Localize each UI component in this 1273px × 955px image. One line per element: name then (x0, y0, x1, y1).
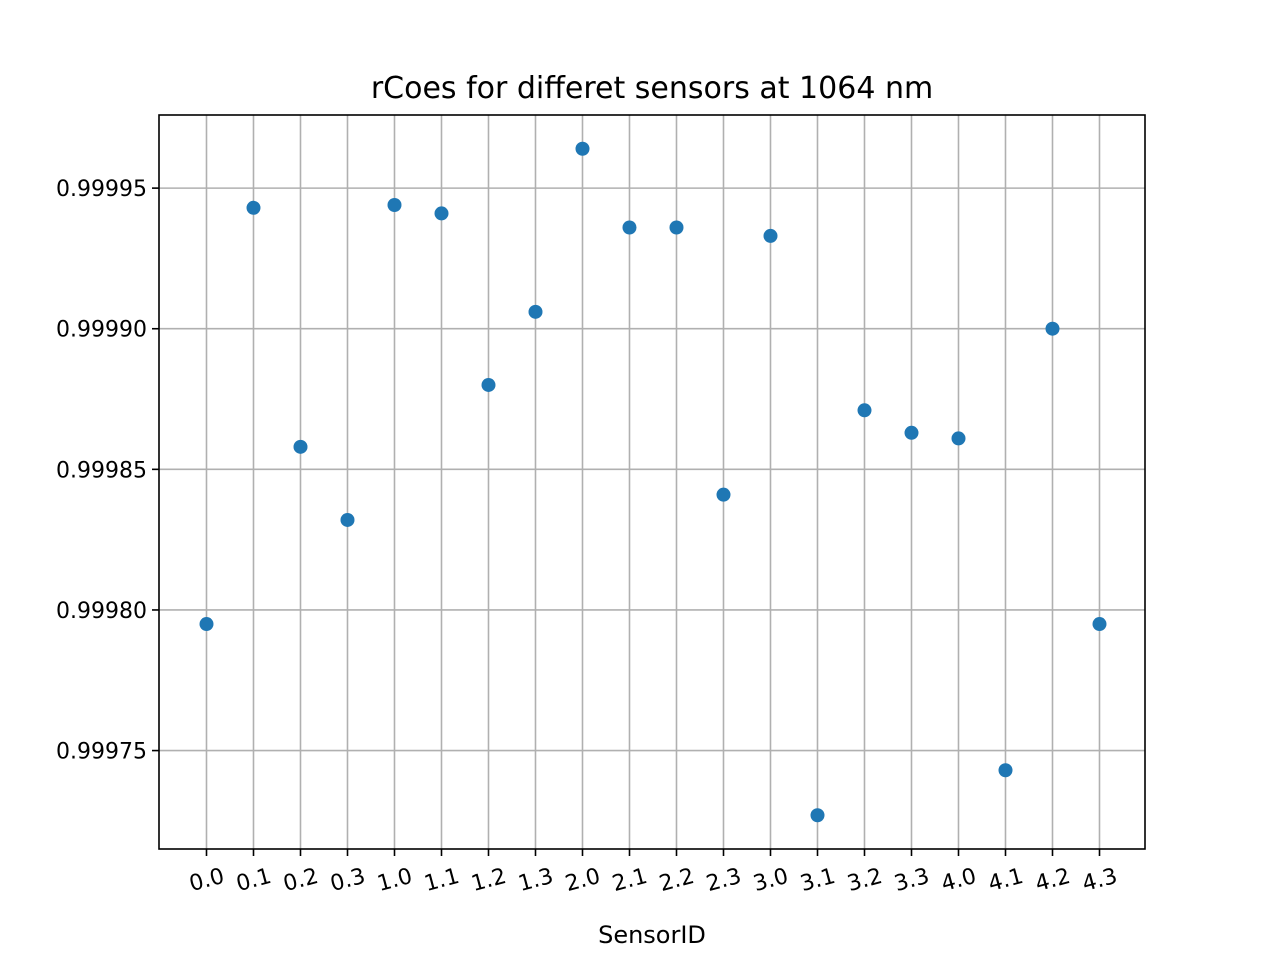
data-point (246, 200, 261, 215)
data-point (387, 197, 402, 212)
y-tick-label: 0.99985 (56, 458, 147, 483)
data-point (434, 206, 449, 221)
data-point (622, 220, 637, 235)
y-tick-label: 0.99990 (56, 318, 147, 343)
data-point (904, 425, 919, 440)
y-tick-label: 0.99995 (56, 177, 147, 202)
y-tick-label: 0.99980 (56, 599, 147, 624)
data-point (293, 439, 308, 454)
data-point (575, 141, 590, 156)
data-point (1045, 321, 1060, 336)
data-point (669, 220, 684, 235)
y-ticks-layer: 0.99975 0.99980 0.99985 0.99990 0.99995 (56, 177, 159, 765)
plot-frame (158, 114, 1146, 850)
chart-title: rCoes for differet sensors at 1064 nm (371, 71, 933, 106)
data-point (763, 228, 778, 243)
points-layer (199, 141, 1107, 823)
x-axis-label: SensorID (598, 921, 706, 949)
grid-layer (159, 115, 1145, 849)
data-point (716, 487, 731, 502)
y-tick-label: 0.99975 (56, 740, 147, 765)
data-point (528, 304, 543, 319)
data-point (1092, 617, 1107, 632)
data-point (340, 512, 355, 527)
data-point (810, 808, 825, 823)
data-point (199, 617, 214, 632)
data-point (998, 763, 1013, 778)
data-point (951, 431, 966, 446)
data-point (857, 403, 872, 418)
data-point (481, 377, 496, 392)
